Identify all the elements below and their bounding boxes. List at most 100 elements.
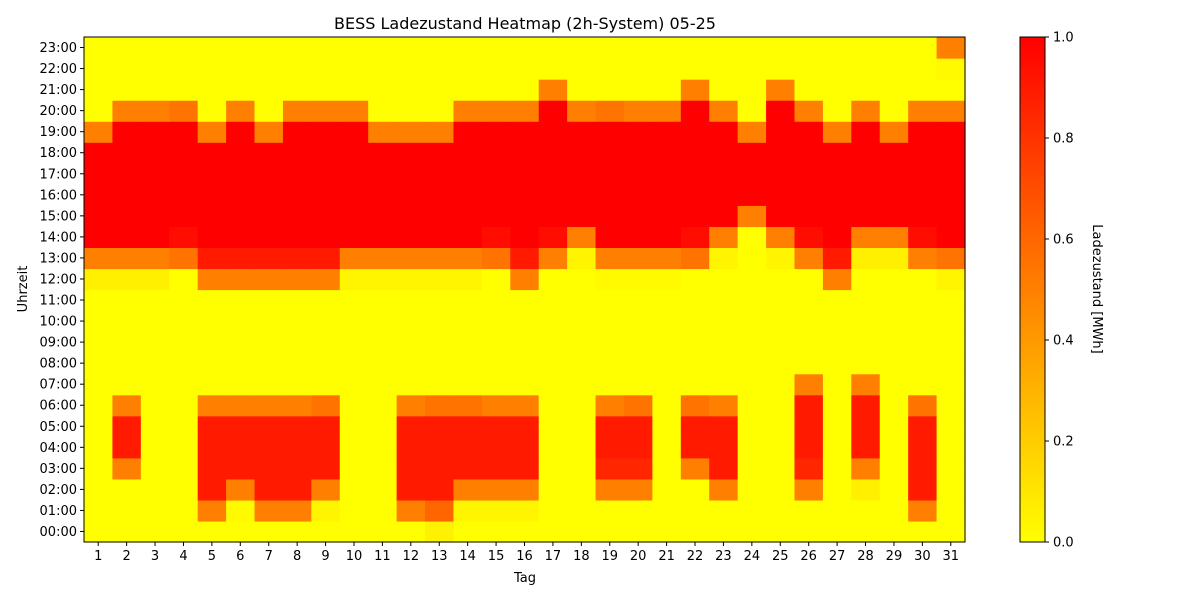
- heatmap-cell: [311, 247, 341, 270]
- heatmap-cell: [794, 289, 824, 312]
- heatmap-cell: [112, 520, 142, 543]
- heatmap-cell: [481, 457, 511, 480]
- heatmap-cell: [709, 247, 739, 270]
- heatmap-cell: [737, 394, 767, 417]
- heatmap-cell: [396, 415, 426, 438]
- heatmap-cell: [197, 310, 227, 333]
- heatmap-cell: [680, 520, 710, 543]
- heatmap-cell: [737, 184, 767, 206]
- heatmap-cell: [538, 37, 568, 59]
- heatmap-cell: [311, 142, 341, 164]
- heatmap-cell: [197, 436, 227, 459]
- colorbar-tick-label: 0.6: [1053, 233, 1074, 248]
- heatmap-cell: [567, 79, 597, 101]
- heatmap-cell: [851, 289, 881, 312]
- heatmap-cell: [652, 184, 682, 206]
- heatmap-cell: [112, 394, 142, 417]
- heatmap-cell: [822, 268, 852, 291]
- heatmap-cell: [112, 79, 142, 101]
- heatmap-cell: [112, 289, 142, 312]
- x-axis-label: Tag: [513, 571, 536, 586]
- heatmap-cell: [851, 352, 881, 375]
- heatmap-cell: [226, 79, 256, 101]
- heatmap-cell: [623, 205, 653, 227]
- heatmap-cell: [908, 58, 938, 80]
- heatmap-cell: [538, 100, 568, 122]
- heatmap-cell: [936, 268, 966, 291]
- y-tick-label: 21:00: [40, 83, 77, 98]
- colorbar-tick-label: 0.4: [1053, 334, 1074, 349]
- heatmap-cell: [766, 520, 796, 543]
- heatmap-cell: [709, 352, 739, 375]
- heatmap-cell: [425, 457, 455, 480]
- heatmap-cell: [311, 352, 341, 375]
- heatmap-cell: [396, 79, 426, 101]
- heatmap-cell: [425, 184, 455, 206]
- heatmap-cell: [339, 478, 369, 501]
- heatmap-cell: [112, 184, 142, 206]
- heatmap-cell: [538, 121, 568, 143]
- heatmap-cell: [481, 100, 511, 122]
- heatmap-cell: [396, 37, 426, 59]
- heatmap-cell: [311, 394, 341, 417]
- heatmap-cell: [595, 457, 625, 480]
- heatmap-cell: [140, 163, 170, 185]
- heatmap-cell: [908, 142, 938, 164]
- heatmap-cell: [453, 310, 483, 333]
- heatmap-cell: [709, 163, 739, 185]
- heatmap-cell: [567, 268, 597, 291]
- heatmap-cell: [822, 436, 852, 459]
- colorbar-tick-label: 0.2: [1053, 435, 1074, 450]
- heatmap-cell: [908, 394, 938, 417]
- heatmap-cell: [936, 79, 966, 101]
- heatmap-cell: [567, 352, 597, 375]
- y-tick-label: 18:00: [40, 146, 77, 161]
- heatmap-cell: [254, 37, 284, 59]
- heatmap-cell: [936, 352, 966, 375]
- heatmap-cell: [879, 184, 909, 206]
- heatmap-cell: [368, 163, 398, 185]
- heatmap-cell: [226, 520, 256, 543]
- heatmap-cell: [908, 268, 938, 291]
- heatmap-cell: [453, 121, 483, 143]
- heatmap-cell: [254, 289, 284, 312]
- heatmap-cell: [368, 247, 398, 270]
- heatmap-cell: [709, 121, 739, 143]
- heatmap-cell: [567, 247, 597, 270]
- heatmap-cell: [254, 100, 284, 122]
- heatmap-cell: [396, 205, 426, 227]
- heatmap-cell: [140, 394, 170, 417]
- y-tick-label: 09:00: [40, 336, 77, 351]
- heatmap-cell: [794, 310, 824, 333]
- heatmap-cell: [822, 37, 852, 59]
- heatmap-cell: [623, 520, 653, 543]
- x-tick-label: 26: [800, 549, 817, 564]
- x-tick-label: 11: [374, 549, 391, 564]
- heatmap-cell: [794, 394, 824, 417]
- y-tick-label: 19:00: [40, 125, 77, 140]
- heatmap-cell: [936, 457, 966, 480]
- heatmap-cell: [226, 142, 256, 164]
- heatmap-cell: [936, 394, 966, 417]
- heatmap-cell: [709, 37, 739, 59]
- heatmap-cell: [254, 457, 284, 480]
- heatmap-cell: [879, 415, 909, 438]
- heatmap-cell: [908, 184, 938, 206]
- heatmap-cell: [766, 436, 796, 459]
- heatmap-cell: [851, 394, 881, 417]
- heatmap-cell: [481, 247, 511, 270]
- heatmap-cell: [766, 268, 796, 291]
- heatmap-cell: [169, 79, 199, 101]
- heatmap-cell: [453, 478, 483, 501]
- heatmap-cell: [311, 184, 341, 206]
- heatmap-cell: [481, 373, 511, 396]
- heatmap-cell: [254, 268, 284, 291]
- y-tick-label: 07:00: [40, 378, 77, 393]
- heatmap-cell: [396, 121, 426, 143]
- heatmap-cell: [766, 247, 796, 270]
- heatmap-cell: [652, 247, 682, 270]
- heatmap-cell: [766, 142, 796, 164]
- heatmap-cell: [425, 310, 455, 333]
- heatmap-cell: [282, 79, 312, 101]
- heatmap-cell: [538, 163, 568, 185]
